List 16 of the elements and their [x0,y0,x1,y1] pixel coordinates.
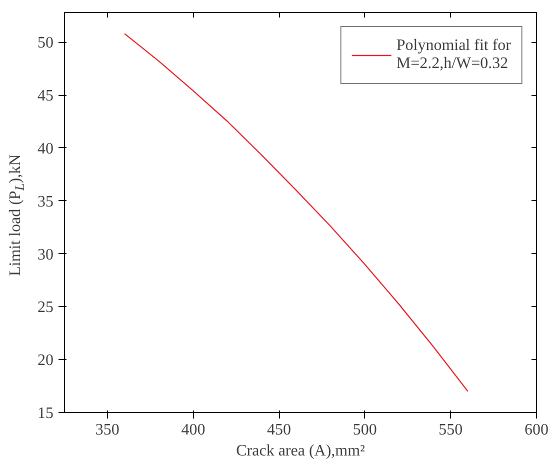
x-tick-label: 500 [352,422,377,438]
x-tick-label: 350 [95,422,120,438]
x-tick-label: 600 [524,422,548,438]
y-tick-label: 15 [38,405,54,422]
legend-label: Polynomial fit for M=2.2,h/W=0.32 [396,37,511,73]
y-tick-label: 25 [38,299,54,316]
x-axis-title: Crack area (A),mm² [236,442,366,460]
y-tick-label: 35 [38,193,54,210]
x-tick-label: 550 [438,422,463,438]
y-tick-label: 45 [38,88,54,105]
y-tick-label: 20 [38,352,54,370]
y-tick-label: 30 [38,246,54,264]
x-tick-label: 450 [267,422,292,438]
x-tick-label: 400 [181,422,206,438]
y-tick-label: 40 [38,140,54,158]
y-tick-label: 50 [38,34,54,52]
